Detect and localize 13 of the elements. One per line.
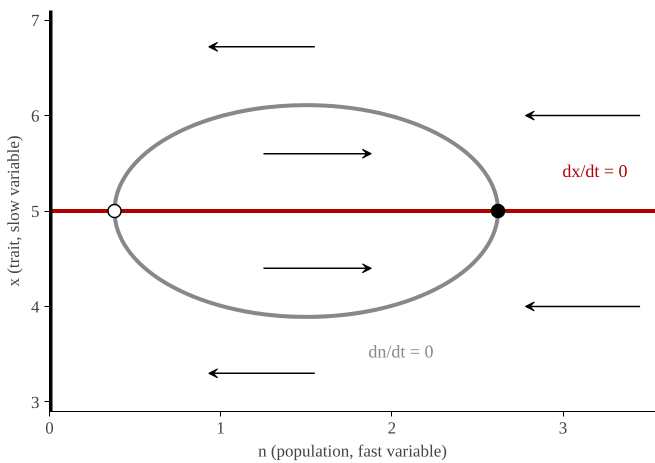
x-axis-title: n (population, fast variable) [258,442,447,460]
x-tick-label: 2 [388,418,396,438]
x-tick-label: 0 [45,418,54,438]
y-tick-label: 7 [31,11,40,30]
y-axis-title: x (trait, slow variable) [4,135,23,287]
x-tick-label: 3 [558,418,568,438]
y-tick-label: 4 [31,297,40,316]
x-tick-label: 1 [216,418,225,438]
annotation: dx/dt = 0 [562,160,628,181]
y-tick-label: 5 [31,202,40,221]
annotation: dn/dt = 0 [368,341,434,362]
y-tick-label: 3 [31,392,40,412]
y-tick-label: 6 [31,106,40,126]
